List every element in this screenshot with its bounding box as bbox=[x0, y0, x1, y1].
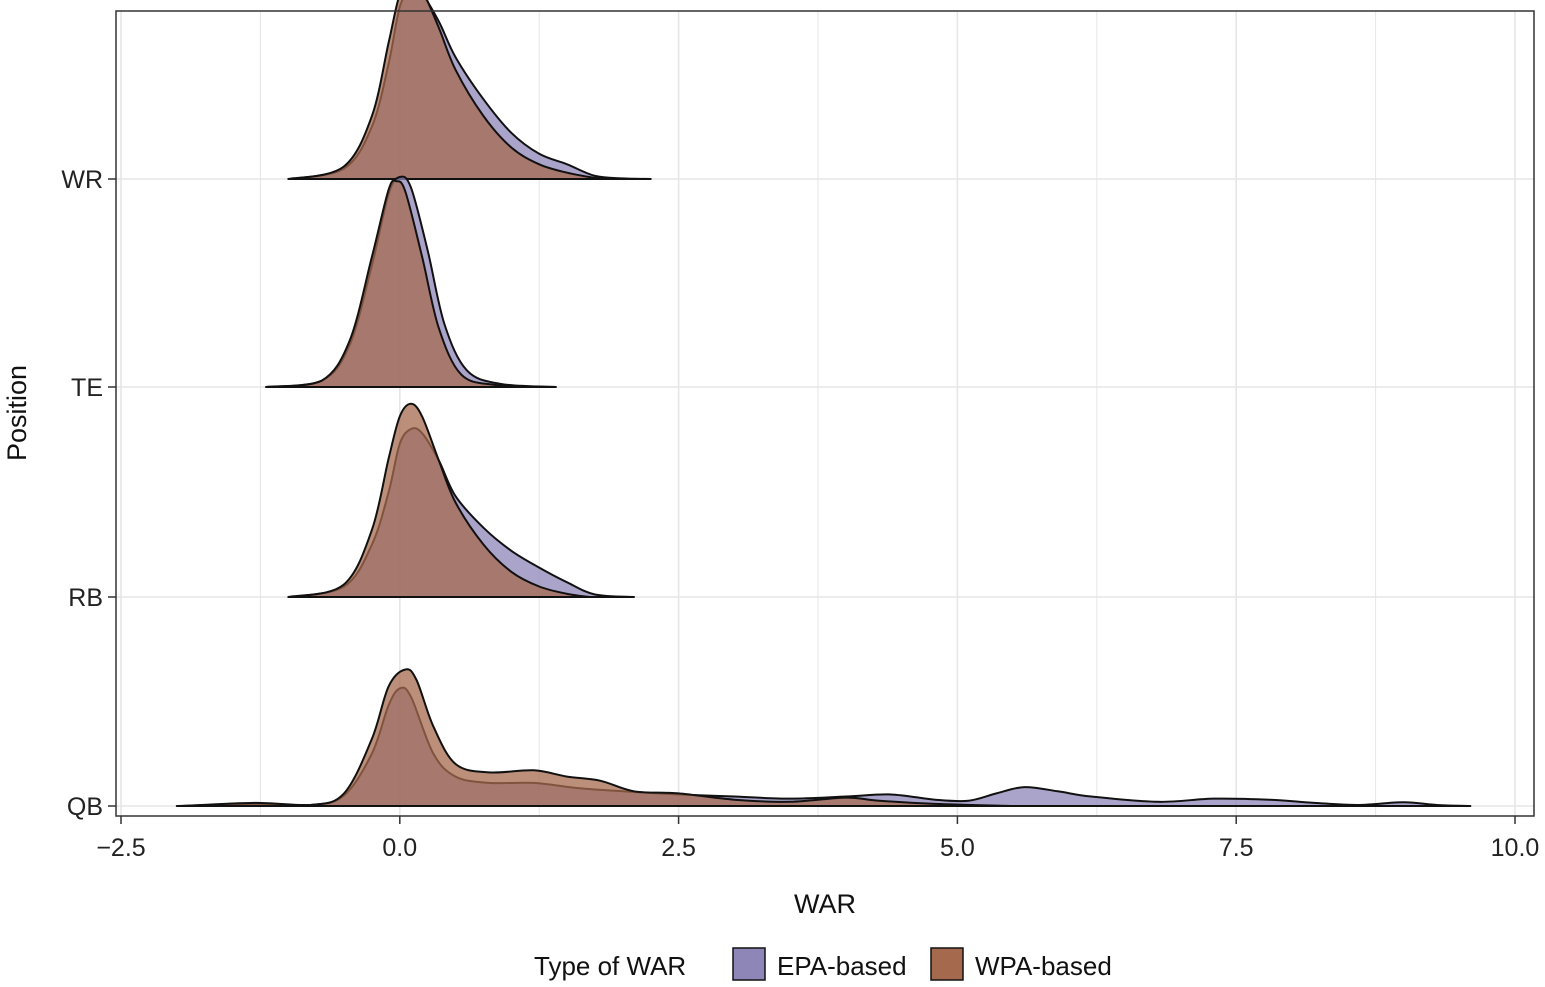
y-tick-label-qb: QB bbox=[67, 793, 103, 821]
legend-label-wpa: WPA-based bbox=[975, 951, 1112, 981]
plot-border bbox=[115, 10, 1535, 817]
y-tick-label-wr: WR bbox=[61, 166, 103, 194]
x-tick-label: 5.0 bbox=[940, 834, 975, 862]
x-tick-label: 7.5 bbox=[1219, 834, 1254, 862]
legend-label-epa: EPA-based bbox=[777, 951, 907, 981]
y-tick-label-te: TE bbox=[71, 374, 103, 402]
x-axis-title: WAR bbox=[794, 889, 856, 919]
legend-key-epa bbox=[732, 947, 766, 981]
x-tick-label: −2.5 bbox=[96, 834, 145, 862]
x-tick-label: 2.5 bbox=[661, 834, 696, 862]
ridge-wr-wpa-based bbox=[292, 0, 608, 180]
ridge-rb-wpa-based bbox=[292, 402, 591, 598]
x-tick-label: 0.0 bbox=[382, 834, 417, 862]
plot-panel bbox=[116, 11, 1534, 816]
ridge-qb-wpa-based bbox=[181, 668, 1015, 807]
y-axis: QB RB TE WR bbox=[61, 166, 116, 821]
y-axis-title: Position bbox=[2, 365, 32, 461]
x-tick-label: 10.0 bbox=[1491, 834, 1540, 862]
y-tick-label-rb: RB bbox=[68, 584, 103, 612]
legend-title: Type of WAR bbox=[534, 951, 686, 981]
density-ridges bbox=[175, 0, 1472, 807]
legend-key-wpa bbox=[930, 947, 964, 981]
x-axis: −2.5 0.0 2.5 5.0 7.5 10.0 bbox=[96, 816, 1539, 862]
legend: Type of WAR EPA-based WPA-based bbox=[534, 947, 1112, 981]
ridge-te-wpa-based bbox=[270, 179, 546, 388]
